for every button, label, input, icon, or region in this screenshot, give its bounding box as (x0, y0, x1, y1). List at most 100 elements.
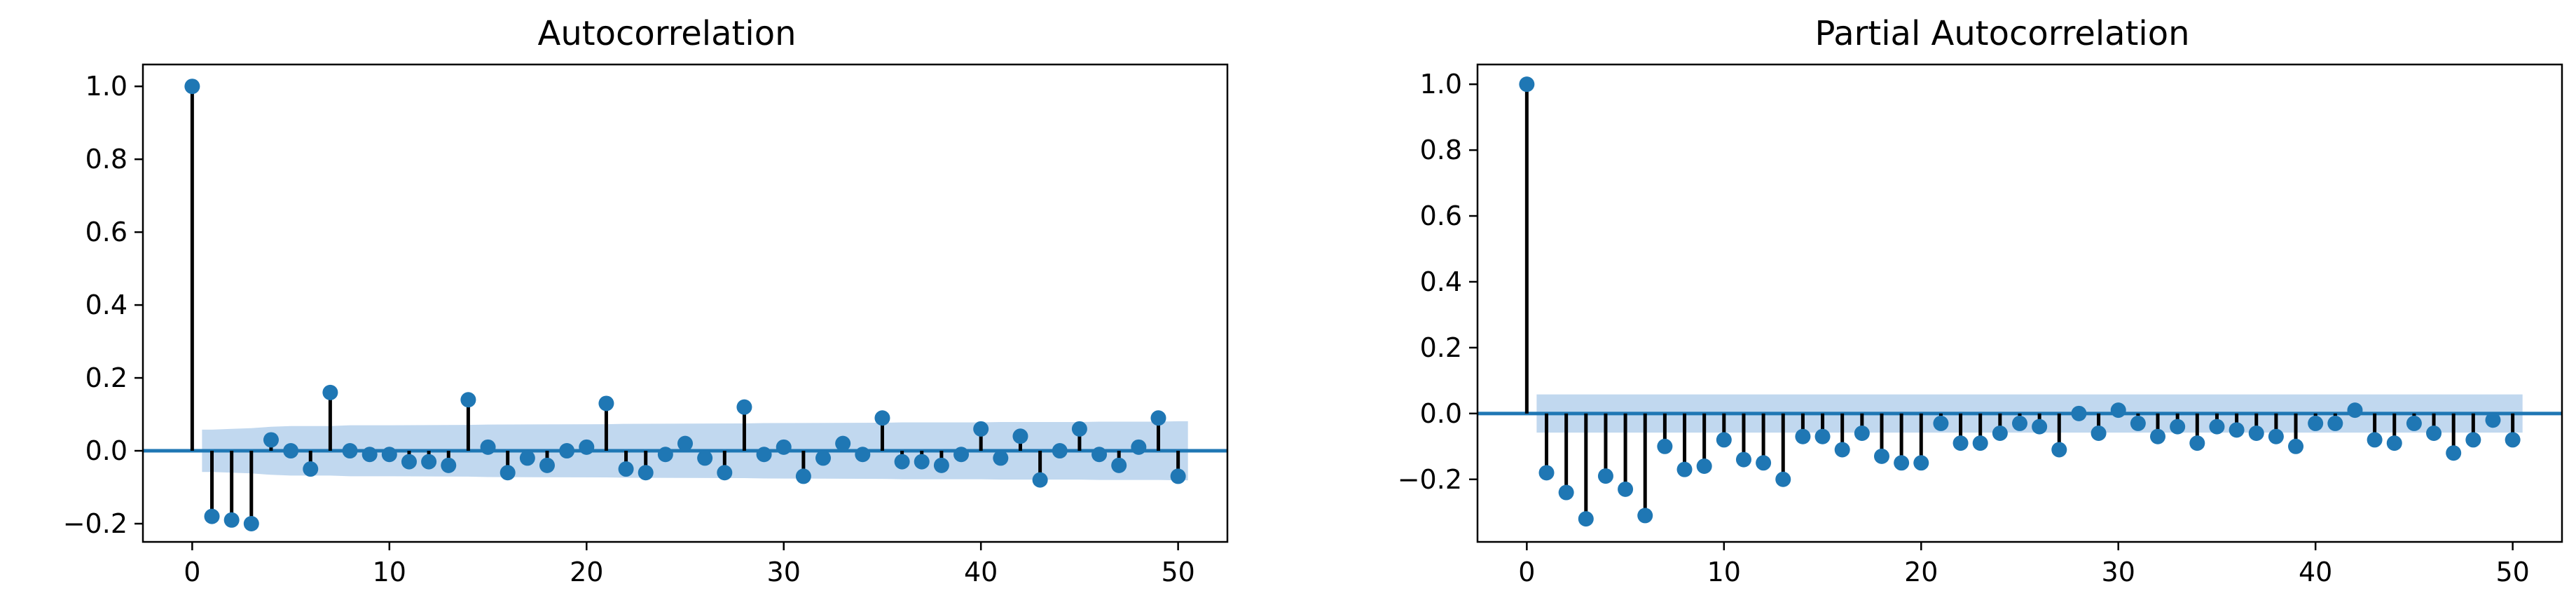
pacf-point (2485, 412, 2501, 428)
acf-point (618, 461, 634, 477)
acf-point (914, 454, 930, 470)
acf-point (953, 447, 970, 463)
acf-point (579, 439, 595, 455)
acf-point (559, 443, 575, 459)
pacf-point (1578, 511, 1594, 527)
acf-point (539, 457, 555, 473)
acf-point (1012, 428, 1028, 444)
pacf-point (2051, 442, 2067, 458)
pacf-x-tick-label: 30 (2102, 557, 2135, 587)
pacf-y-tick-label: 0.6 (1420, 200, 1462, 231)
acf-point (1150, 410, 1166, 426)
acf-point (756, 447, 772, 463)
acf-y-tick-label: 0.4 (85, 290, 128, 320)
pacf-point (2426, 426, 2442, 442)
acf-point (381, 447, 397, 463)
acf-point (835, 435, 851, 451)
acf-point (993, 450, 1009, 466)
acf-y-tick-label: 0.8 (85, 144, 128, 175)
pacf-point (2209, 419, 2225, 435)
pacf-point (2327, 415, 2343, 431)
pacf-point (2248, 426, 2264, 442)
pacf-point (2130, 415, 2146, 431)
pacf-y-tick-label: 1.0 (1420, 69, 1462, 100)
pacf-chart: Partial Autocorrelation 0 10 20 30 40 50 −0.2 0… (1398, 14, 2563, 587)
pacf-point (1735, 451, 1751, 468)
pacf-point (1538, 465, 1555, 481)
pacf-point (1558, 484, 1574, 501)
pacf-y-tick-label: 0.8 (1420, 135, 1462, 165)
pacf-point (2465, 432, 2481, 448)
acf-point (736, 399, 752, 415)
pacf-point (1696, 458, 1712, 474)
acf-point (480, 439, 496, 455)
pacf-point (1992, 426, 2008, 442)
acf-point (677, 435, 693, 451)
pacf-point (1913, 455, 1929, 471)
acf-point (815, 450, 832, 466)
pacf-y-tick-label: 0.2 (1420, 332, 1462, 363)
acf-point (894, 454, 910, 470)
pacf-point (2406, 415, 2422, 431)
acf-point (697, 450, 713, 466)
acf-y-tick-label: 0.2 (85, 362, 128, 393)
acf-x-tick-label: 20 (570, 557, 603, 587)
acf-point (303, 461, 319, 477)
pacf-point (1657, 438, 1673, 454)
pacf-point (1814, 428, 1831, 444)
acf-point (519, 450, 535, 466)
pacf-point (2229, 422, 2245, 438)
acf-point (184, 79, 200, 95)
pacf-point (2032, 419, 2048, 435)
acf-point (1071, 421, 1087, 437)
acf-point (638, 465, 654, 481)
pacf-x-tick-label: 0 (1518, 557, 1535, 587)
pacf-point (1597, 468, 1613, 484)
pacf-point (1795, 428, 1811, 444)
pacf-point (2170, 419, 2186, 435)
acf-point (874, 410, 890, 426)
acf-y-tick-label: 0.0 (85, 435, 128, 466)
pacf-point (1854, 426, 1870, 442)
acf-point (776, 439, 792, 455)
pacf-title: Partial Autocorrelation (1814, 14, 2189, 53)
acf-point (223, 512, 240, 528)
pacf-x-tick-label: 20 (1904, 557, 1938, 587)
pacf-point (2308, 415, 2324, 431)
acf-point (243, 516, 259, 532)
acf-point (717, 465, 733, 481)
acf-point (657, 447, 673, 463)
acf-point (204, 508, 220, 524)
pacf-point (2012, 415, 2027, 431)
pacf-point (2347, 402, 2363, 419)
acf-x-tick-label: 40 (964, 557, 998, 587)
pacf-y-tick-label: 0.0 (1420, 398, 1462, 429)
acf-chart: Autocorrelation 0 10 20 30 40 50 −0.2 0.0 0.2 0.4… (63, 14, 1229, 587)
pacf-axes-frame (1476, 63, 2563, 543)
pacf-point (2071, 405, 2087, 421)
acf-axes-frame (142, 63, 1229, 543)
pacf-point (1756, 455, 1772, 471)
acf-point (401, 454, 417, 470)
acf-y-tick-label: 0.6 (85, 217, 128, 247)
pacf-point (2505, 432, 2521, 448)
pacf-x-tick-label: 50 (2495, 557, 2529, 587)
pacf-point (2367, 432, 2383, 448)
pacf-point (1952, 435, 1969, 451)
acf-point (795, 468, 811, 484)
pacf-point (1775, 471, 1791, 487)
acf-x-tick-label: 50 (1161, 557, 1194, 587)
acf-y-tick-label: 1.0 (85, 71, 128, 102)
acf-point (1111, 457, 1127, 473)
pacf-point (2150, 428, 2166, 444)
pacf-point (2446, 445, 2462, 461)
pacf-point (1933, 415, 1949, 431)
acf-y-tick-label: −0.2 (63, 508, 128, 539)
acf-point (1091, 447, 1108, 463)
pacf-point (2110, 402, 2126, 419)
pacf-point (1519, 76, 1535, 93)
pacf-point (1873, 448, 1889, 464)
pacf-point (2386, 435, 2402, 451)
pacf-point (1637, 508, 1653, 524)
acf-point (933, 457, 949, 473)
